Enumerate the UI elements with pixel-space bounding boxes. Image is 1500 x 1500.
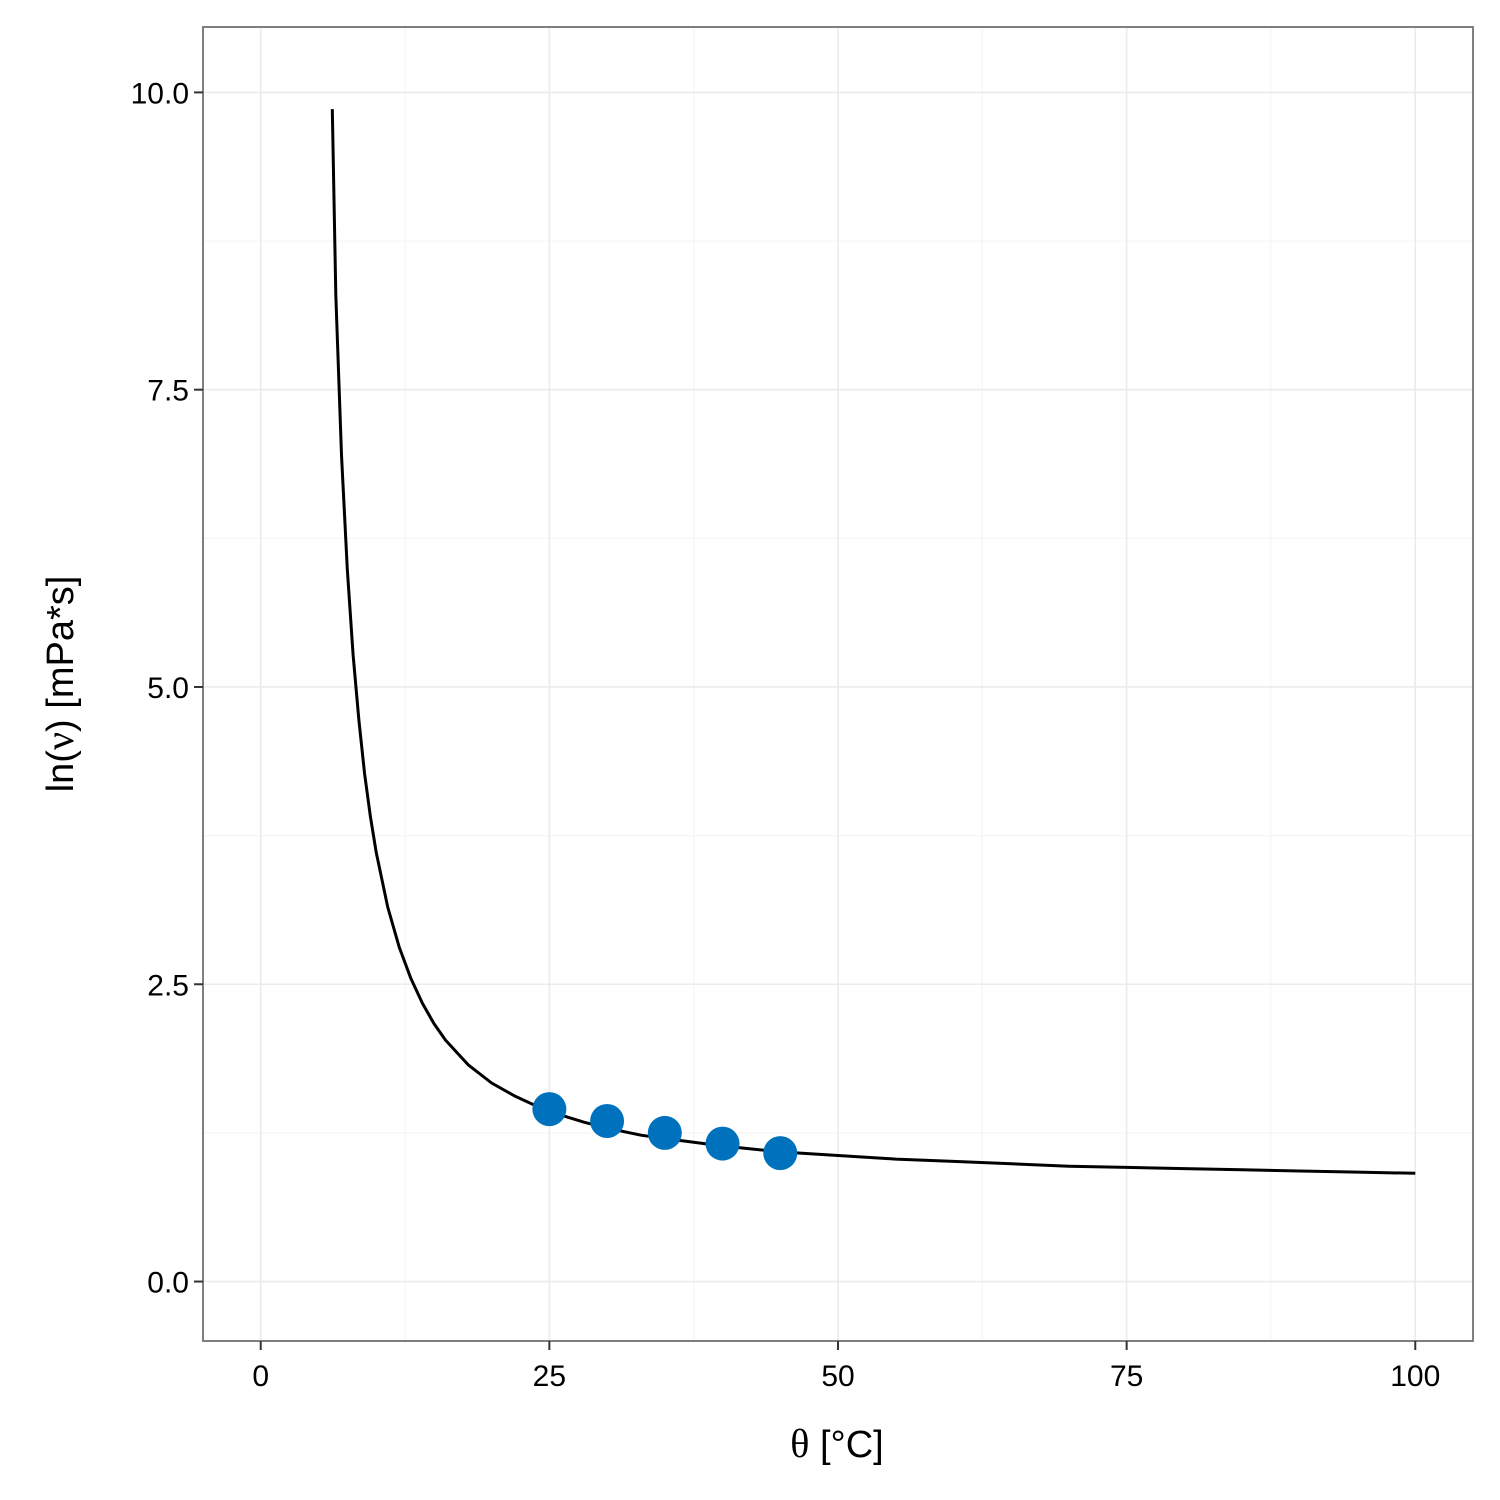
y-axis-title: ln(ν) [mPa*s] <box>37 576 82 793</box>
y-axis-title-symbol: ν <box>37 732 82 750</box>
x-tick-label: 75 <box>1110 1360 1143 1393</box>
x-tick-label: 100 <box>1390 1360 1440 1393</box>
data-point <box>590 1104 625 1139</box>
x-axis-title: θ [°C] <box>790 1421 883 1466</box>
x-tick-label: 25 <box>533 1360 566 1393</box>
x-tick-label: 0 <box>252 1360 269 1393</box>
data-point <box>532 1092 567 1127</box>
y-tick-label: 7.5 <box>147 375 189 408</box>
y-tick-label: 5.0 <box>147 672 189 705</box>
y-axis-title-suffix: ) [mPa*s] <box>40 576 82 732</box>
y-axis-ticks: 0.0 2.5 5.0 7.5 10.0 <box>131 77 203 1300</box>
data-point <box>763 1136 798 1171</box>
x-tick-label: 50 <box>821 1360 854 1393</box>
x-axis-ticks: 0 25 50 75 100 <box>252 1341 1440 1393</box>
y-tick-label: 10.0 <box>131 77 189 110</box>
data-point <box>647 1115 682 1150</box>
data-points-layer <box>532 1092 798 1171</box>
data-point <box>705 1126 740 1161</box>
x-axis-title-symbol: θ <box>790 1421 809 1466</box>
x-axis-title-unit: [°C] <box>809 1424 883 1466</box>
y-tick-label: 0.0 <box>147 1267 189 1300</box>
y-axis-title-prefix: ln( <box>40 750 82 793</box>
y-tick-label: 2.5 <box>147 969 189 1002</box>
